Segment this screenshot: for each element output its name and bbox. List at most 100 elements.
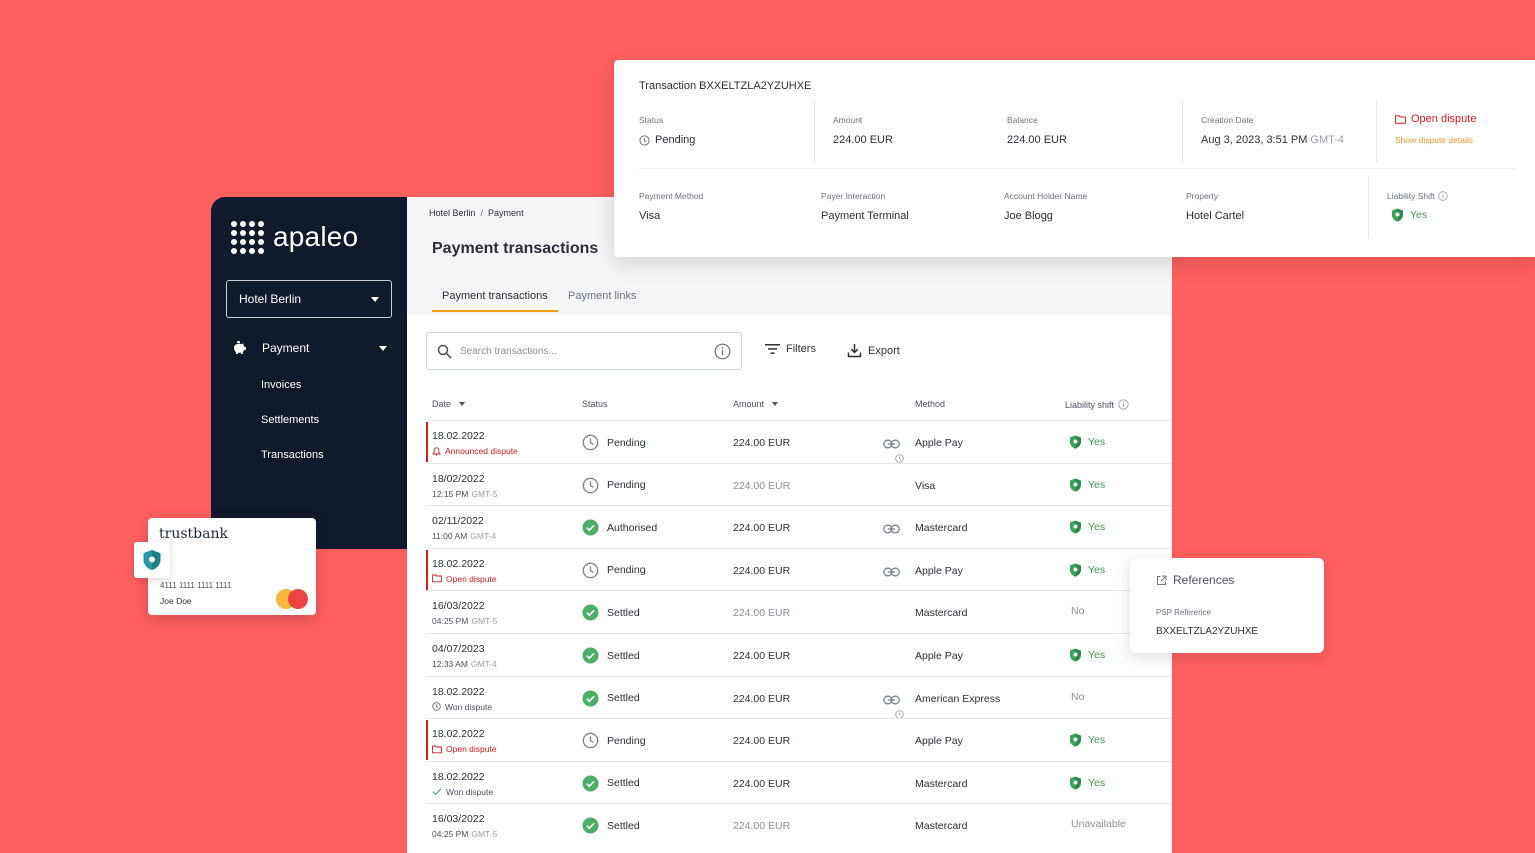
row-status-text: Pending (607, 564, 646, 577)
table-row[interactable]: 02/11/2022 11:00 AM GMT-4 Authorised 224.00 … (426, 505, 1172, 548)
shield-check-icon (1070, 733, 1081, 747)
check-circle-icon (582, 604, 599, 621)
breadcrumb-item-payment[interactable]: Payment (488, 208, 524, 218)
folder-icon (432, 745, 442, 753)
sidebar-item-transactions[interactable]: Transactions (261, 449, 324, 461)
bank-name: trustbank (159, 526, 228, 542)
sort-down-icon (459, 402, 466, 406)
breadcrumb-separator: / (480, 208, 484, 218)
row-amount: 224.00 EUR (733, 650, 791, 662)
clock-icon (582, 434, 599, 451)
open-dispute-link[interactable]: Open dispute (1395, 113, 1476, 125)
row-payment-link[interactable] (883, 692, 900, 710)
piggy-bank-icon (234, 341, 246, 354)
row-time-text: 04:25 PM (432, 829, 469, 840)
link-icon[interactable] (883, 567, 900, 577)
column-header-date[interactable]: Date (432, 399, 466, 409)
link-icon[interactable] (883, 695, 900, 705)
table-row[interactable]: 16/03/2022 04:25 PM GMT-5 Settled 224.00 EUR… (426, 803, 1172, 846)
row-status-text: Settled (607, 777, 640, 790)
table-row[interactable]: 16/03/2022 04:25 PM GMT-5 Settled 224.00 EUR… (426, 590, 1172, 633)
filters-label: Filters (786, 343, 816, 355)
breadcrumb-item-hotel[interactable]: Hotel Berlin (429, 208, 476, 218)
download-icon (847, 344, 862, 358)
column-liability-label: Liability shift (1065, 399, 1115, 410)
sidebar-item-invoices[interactable]: Invoices (261, 379, 302, 391)
row-method: Apple Pay (915, 437, 963, 449)
table-row[interactable]: 04/07/2023 12:33 AM GMT-4 Settled 224.00 EUR… (426, 633, 1172, 676)
table-row[interactable]: 18.02.2022 Won dispute Settled 224.00 EUR Am… (426, 675, 1172, 719)
row-liability-text: No (1071, 690, 1085, 703)
row-status: Settled (582, 775, 640, 792)
row-method: Mastercard (915, 607, 968, 620)
filters-button[interactable]: Filters (765, 343, 816, 355)
clock-icon (582, 477, 599, 493)
chevron-down-icon (379, 345, 387, 351)
search-icon (437, 344, 452, 358)
row-date: 16/03/2022 (432, 813, 485, 826)
clock-icon (895, 454, 904, 463)
logo-text: apaleo (273, 221, 359, 252)
tab-payment-transactions[interactable]: Payment transactions (432, 290, 558, 312)
row-payment-link[interactable] (883, 564, 900, 582)
table-row[interactable]: 18/02/2022 12:15 PM GMT-5 Pending 224.00 EUR… (426, 462, 1172, 506)
property-label: Property (1186, 191, 1219, 201)
references-title: References (1156, 573, 1234, 587)
clock-icon (582, 562, 599, 579)
row-liability-shift: Yes (1069, 563, 1105, 577)
info-icon[interactable] (1438, 191, 1448, 201)
link-icon[interactable] (883, 439, 900, 449)
sort-down-icon (772, 402, 779, 406)
row-method: Apple Pay (915, 564, 963, 577)
apaleo-logo[interactable]: apaleo (231, 221, 359, 254)
sidebar-item-settlements[interactable]: Settlements (261, 414, 320, 426)
column-header-amount[interactable]: Amount (733, 399, 779, 409)
divider (1376, 100, 1377, 162)
row-liability-shift: Yes (1069, 648, 1105, 662)
search-input[interactable]: Search transactions... (426, 332, 742, 370)
psp-reference-label: PSP Reference (1156, 608, 1211, 617)
tab-payment-links[interactable]: Payment links (568, 290, 637, 302)
column-date-label: Date (432, 399, 452, 409)
info-icon[interactable] (714, 343, 731, 360)
row-timezone: GMT-5 (471, 829, 498, 840)
shield-check-icon (1392, 208, 1403, 222)
check-circle-icon (582, 690, 599, 707)
sidebar-item-payment[interactable]: Payment (231, 340, 387, 356)
row-timezone: GMT-5 (471, 488, 498, 499)
property-select[interactable]: Hotel Berlin (226, 280, 392, 318)
folder-icon (1395, 114, 1406, 124)
link-icon[interactable] (883, 524, 900, 534)
clock-icon (895, 709, 904, 719)
psp-reference-value[interactable]: BXXELTZLA2YZUHXE (1156, 626, 1259, 637)
row-time: 12:15 PM GMT-5 (432, 489, 497, 499)
clock-icon (432, 702, 441, 711)
clock-icon (639, 134, 650, 146)
column-method-label: Method (915, 399, 946, 409)
row-liability-text: Yes (1088, 521, 1106, 534)
creation-date-label: Creation Date (1201, 115, 1254, 125)
column-header-method: Method (915, 399, 945, 409)
check-circle-icon (582, 519, 599, 536)
row-payment-link[interactable] (883, 436, 900, 454)
table-row[interactable]: 18.02.2022 Announced dispute Pending 224.00… (426, 420, 1172, 463)
clock-icon (582, 732, 599, 749)
row-status: Pending (582, 732, 646, 749)
row-dispute-status: Open dispute (432, 574, 497, 584)
row-amount: 224.00 EUR (733, 522, 791, 535)
payment-method-label: Payment Method (639, 191, 704, 201)
show-dispute-details-link[interactable]: Show dispute details (1395, 135, 1473, 145)
status-text: Pending (655, 134, 696, 146)
row-timezone: GMT-4 (470, 531, 497, 542)
property-value: Hotel Cartel (1186, 210, 1245, 222)
row-amount: 224.00 EUR (733, 735, 791, 748)
table-row[interactable]: 18.02.2022 Open dispute Pending 224.00 EUR A… (426, 547, 1172, 591)
amount-label: Amount (833, 115, 863, 125)
table-row[interactable]: 18.02.2022 Open dispute Pending 224.00 EUR A… (426, 718, 1172, 761)
row-payment-link[interactable] (883, 521, 900, 539)
info-icon[interactable] (1118, 399, 1129, 410)
table-row[interactable]: 18.02.2022 Won dispute Settled 224.00 EUR Ma… (426, 760, 1172, 804)
row-date: 04/07/2023 (432, 643, 485, 655)
row-status-text: Authorised (607, 521, 658, 534)
export-button[interactable]: Export (847, 343, 900, 358)
